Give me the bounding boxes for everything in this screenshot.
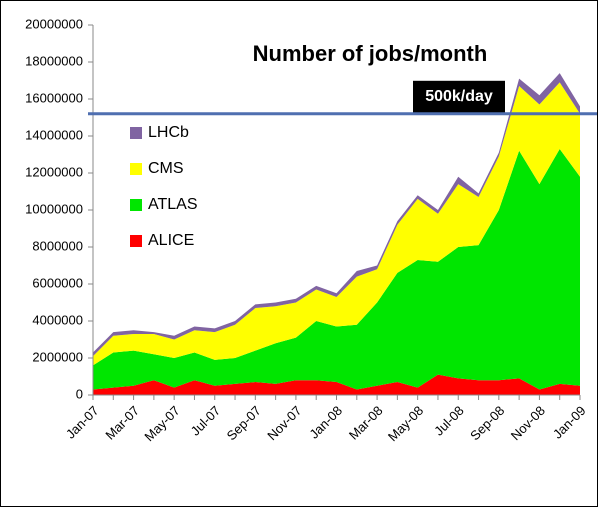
legend-swatch [130,199,142,211]
y-tick-label: 4000000 [32,312,83,327]
annotation-box [413,80,505,113]
y-tick-label: 18000000 [25,53,83,68]
y-tick-label: 10000000 [25,201,83,216]
legend-label: LHCb [148,124,189,141]
area [93,148,580,390]
legend-swatch [130,235,142,247]
legend-label: ATLAS [148,196,198,213]
legend: LHCb CMS ATLAS ALICE [125,120,217,265]
annotation-label: 500k/day [425,88,493,105]
legend-label: CMS [148,160,184,177]
y-tick-label: 0 [76,386,83,401]
chart-title: Number of jobs/month [253,41,488,66]
area [93,374,580,395]
y-tick-label: 6000000 [32,275,83,290]
y-tick-label: 2000000 [32,349,83,364]
area [93,82,580,366]
legend-label: ALICE [148,232,194,249]
y-tick-label: 12000000 [25,164,83,179]
legend-swatch [130,163,142,175]
y-tick-label: 20000000 [25,16,83,31]
y-tick-label: 8000000 [32,238,83,253]
y-tick-label: 14000000 [25,127,83,142]
legend-swatch [130,127,142,139]
y-tick-label: 16000000 [25,90,83,105]
